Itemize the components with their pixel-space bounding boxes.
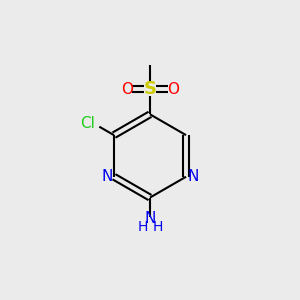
- Text: Cl: Cl: [80, 116, 95, 131]
- Text: H: H: [152, 220, 163, 234]
- Text: N: N: [188, 169, 199, 184]
- Text: N: N: [144, 211, 156, 226]
- Text: H: H: [137, 220, 148, 234]
- Text: O: O: [167, 82, 179, 97]
- Text: S: S: [143, 80, 157, 98]
- Text: N: N: [101, 169, 112, 184]
- Text: O: O: [121, 82, 133, 97]
